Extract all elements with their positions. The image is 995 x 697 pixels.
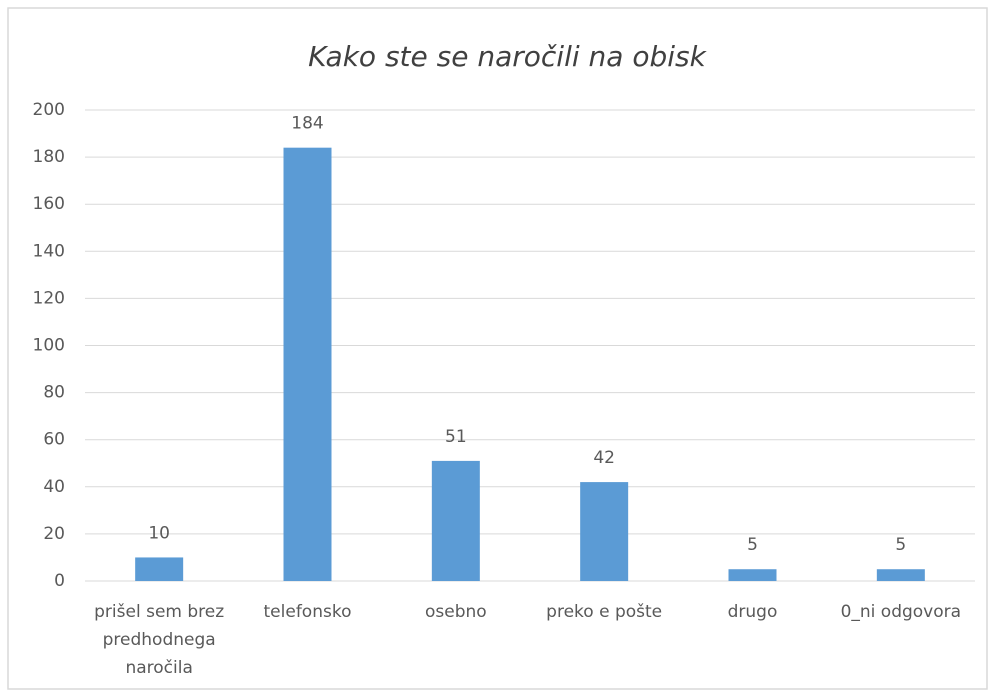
chart-title: Kako ste se naročili na obisk — [308, 40, 707, 73]
bar — [728, 569, 777, 581]
y-tick-label: 80 — [43, 383, 65, 403]
y-tick-label: 180 — [33, 147, 65, 167]
data-label: 10 — [148, 523, 170, 543]
data-label: 42 — [593, 448, 615, 468]
y-tick-label: 160 — [33, 194, 65, 214]
y-tick-label: 140 — [33, 241, 65, 261]
x-tick-label: drugo — [727, 602, 778, 622]
y-tick-label: 20 — [43, 524, 65, 544]
x-tick-label: osebno — [424, 602, 487, 622]
y-tick-label: 0 — [54, 571, 65, 591]
data-label: 51 — [445, 427, 467, 447]
y-tick-label: 200 — [33, 100, 65, 120]
data-label: 5 — [895, 535, 906, 555]
x-tick-label: 0_ni odgovora — [840, 602, 962, 622]
y-tick-label: 60 — [43, 430, 65, 450]
bar — [283, 147, 332, 581]
y-tick-label: 100 — [33, 336, 65, 356]
bar — [876, 569, 925, 581]
y-tick-label: 120 — [33, 288, 65, 308]
data-label: 184 — [291, 114, 323, 134]
x-tick-label: prišel sem brez predhodnega naročila — [94, 602, 225, 678]
y-tick-label: 40 — [43, 477, 65, 497]
bar — [580, 482, 629, 581]
x-tick-label: telefonsko — [263, 602, 352, 622]
x-tick-label: preko e pošte — [546, 602, 663, 622]
bar — [431, 460, 480, 581]
bar — [135, 557, 184, 581]
data-label: 5 — [747, 535, 758, 555]
